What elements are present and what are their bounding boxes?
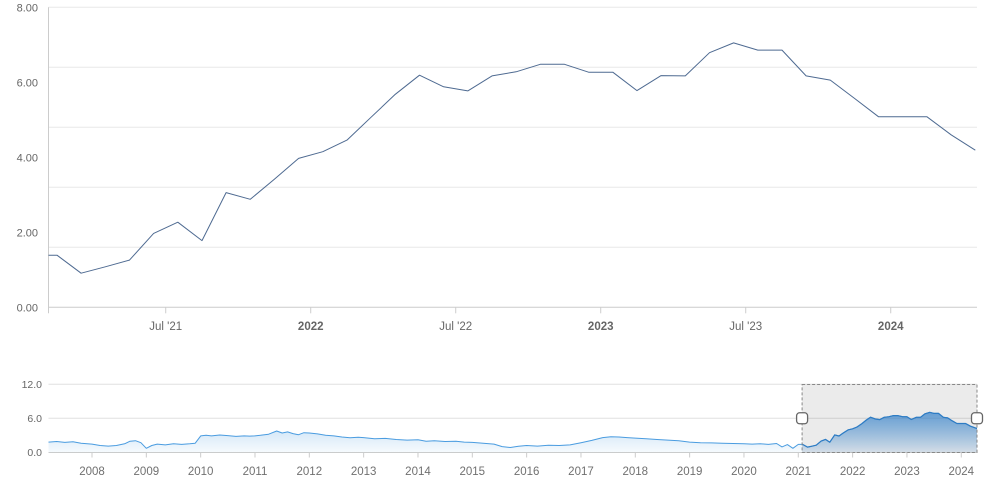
navigator-selected-series (802, 411, 977, 453)
main-grid (48, 6, 977, 248)
navigator-x-axis-label: 2018 (623, 466, 649, 478)
navigator-series-area[interactable] (48, 412, 978, 453)
main-x-axis-label: 2023 (588, 321, 614, 333)
navigator-y-axis-label: 6.0 (27, 413, 42, 425)
navigator-x-axis-label: 2014 (405, 466, 431, 478)
main-series-line (48, 42, 976, 274)
navigator-handle-right[interactable] (970, 412, 984, 425)
navigator-x-axis-label: 2020 (731, 466, 757, 478)
navigator-x-axis-label: 2013 (351, 466, 377, 478)
navigator-y-axis-label: 12.0 (22, 379, 43, 391)
navigator-selected-line (802, 411, 977, 448)
navigator-x-axis-label: 2023 (894, 466, 920, 478)
main-x-axis-label: Jul '22 (439, 321, 472, 333)
navigator-x-axis-label: 2015 (460, 466, 486, 478)
navigator-selected-area (802, 412, 977, 453)
navigator-x-axis-labels: 2008 2009 2010 2011 2012 2013 2014 2015 2016 2017… (79, 452, 975, 478)
navigator-x-axis-label: 2019 (677, 466, 703, 478)
main-y-axis-label: 0.00 (17, 302, 38, 314)
main-x-axis-labels: Jul '21 2022 Jul '22 2023 Jul '23 2024 (149, 307, 904, 333)
main-y-axis-label: 8.00 (17, 2, 38, 14)
main-y-axis-labels: 8.00 6.00 4.00 2.00 0.00 (17, 2, 38, 314)
navigator-x-axis-label: 2016 (514, 466, 540, 478)
navigator-handle-left[interactable] (795, 412, 809, 425)
navigator-x-axis-label: 2010 (188, 466, 214, 478)
main-y-axis-label: 6.00 (17, 77, 38, 89)
navigator-x-axis-label: 2022 (840, 466, 866, 478)
main-y-axis-label: 4.00 (17, 152, 38, 164)
navigator-y-axis-labels: 12.0 6.0 0.0 (22, 379, 43, 459)
main-x-axis-label: 2024 (878, 321, 904, 333)
navigator-x-axis-label: 2017 (568, 466, 594, 478)
navigator-x-axis-label: 2008 (79, 466, 105, 478)
main-x-axis-label: Jul '21 (149, 321, 182, 333)
navigator-x-axis-label: 2012 (297, 466, 323, 478)
main-y-axis-label: 2.00 (17, 227, 38, 239)
navigator-y-axis-label: 0.0 (27, 447, 42, 459)
main-x-axis-label: Jul '23 (729, 321, 762, 333)
main-x-axis-label: 2022 (298, 321, 324, 333)
navigator-x-axis-label: 2009 (134, 466, 160, 478)
navigator-x-axis-label: 2011 (243, 466, 268, 478)
navigator-x-axis-label: 2024 (948, 466, 974, 478)
navigator-x-axis-label: 2021 (785, 466, 811, 478)
